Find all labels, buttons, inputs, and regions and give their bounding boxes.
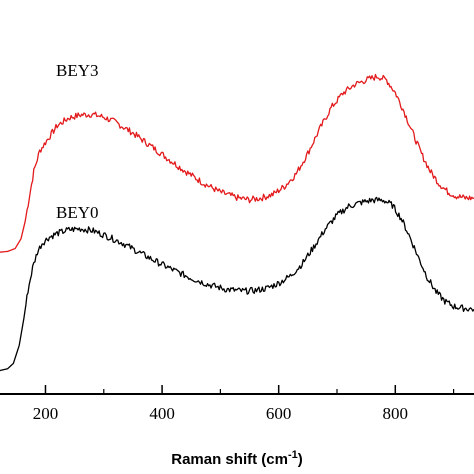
x-tick-label-400: 400 [149,404,175,423]
x-tick-labels: 200 400 600 800 [33,404,408,423]
series-line-bey3 [0,73,474,253]
series-label-bey3: BEY3 [56,61,99,80]
x-tick-label-200: 200 [33,404,59,423]
x-ticks [44,385,455,393]
x-tick-label-800: 800 [383,404,409,423]
series-lines [0,73,474,372]
series-label-bey0: BEY0 [56,203,99,222]
plot-frame [0,393,474,395]
x-axis-title: Raman shift (cm-1) [171,449,302,468]
x-tick-label-600: 600 [266,404,292,423]
series-line-bey0 [0,196,474,372]
